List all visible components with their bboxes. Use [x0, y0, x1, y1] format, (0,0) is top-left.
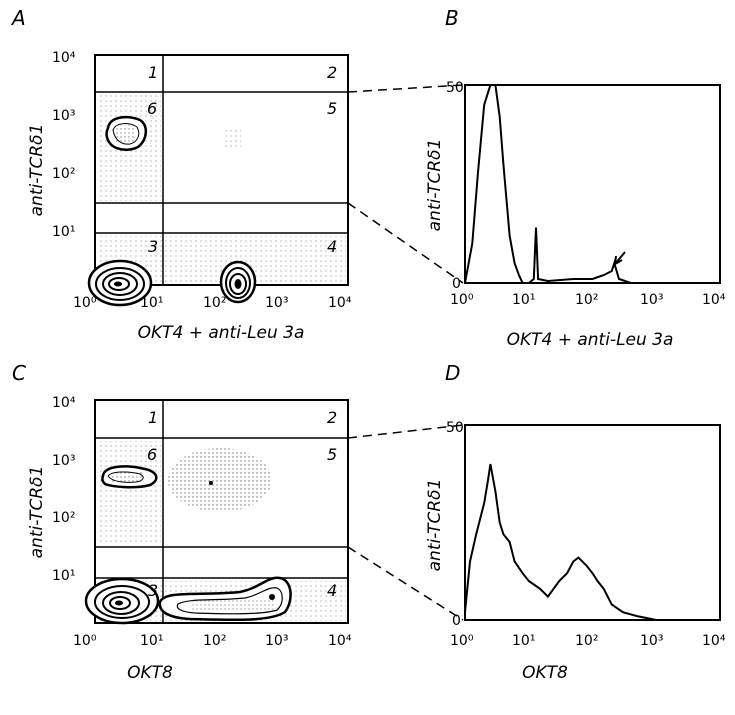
x-tick-label: 10⁴	[328, 295, 352, 311]
x-tick-label: 10¹	[140, 633, 163, 649]
x-tick-label: 10²	[203, 295, 226, 311]
connector-line	[347, 202, 464, 284]
x-tick-label: 10⁰	[450, 292, 474, 308]
connector-line	[347, 424, 464, 439]
x-axis-title: OKT8	[522, 663, 568, 683]
population-contour	[87, 259, 153, 307]
y-tick-label: 10⁴	[52, 395, 76, 411]
x-tick-label: 10⁴	[328, 633, 352, 649]
y-axis-title: anti-TCRδ1	[27, 124, 47, 217]
x-tick-label: 10²	[203, 633, 226, 649]
x-tick-label: 10⁴	[702, 633, 726, 649]
region-label: 6	[147, 445, 157, 464]
y-tick-label: 50	[446, 420, 464, 436]
region-label: 4	[327, 581, 337, 600]
region-label: 5	[327, 445, 337, 464]
region-label: 3	[148, 237, 158, 256]
scatter-dots	[225, 130, 241, 150]
y-tick-label: 10³	[52, 453, 75, 469]
panel-b: B 50 0 10⁰ 10¹ 10² 10³ 10⁴ OKT4 + anti-L…	[425, 6, 726, 350]
x-tick-label: 10³	[265, 633, 288, 649]
region-label: 5	[327, 99, 337, 118]
x-tick-label: 10²	[575, 633, 598, 649]
population-contour	[105, 115, 147, 151]
panel-letter: C	[12, 361, 26, 385]
panel-d: D 50 0 10⁰ 10¹ 10² 10³ 10⁴ OKT8 anti-TCR…	[425, 361, 726, 683]
y-tick-label: 10²	[52, 166, 75, 182]
scatter-dots	[97, 441, 161, 545]
population-contour	[101, 465, 158, 489]
panel-a: A 1	[10, 6, 352, 343]
x-tick-label: 10³	[640, 292, 663, 308]
population-contour	[219, 260, 257, 304]
arrow-icon	[614, 251, 626, 265]
scatter-dots	[168, 448, 272, 512]
x-tick-label: 10⁰	[450, 633, 474, 649]
panel-letter: B	[445, 6, 459, 30]
y-axis-title: anti-TCRδ1	[425, 139, 445, 232]
plot-frame	[94, 399, 349, 624]
panel-letter: D	[445, 361, 460, 385]
y-tick-label: 0	[452, 613, 461, 629]
x-tick-label: 10⁰	[73, 633, 97, 649]
x-axis-title: OKT4 + anti-Leu 3a	[507, 330, 674, 350]
connector-line	[347, 546, 464, 621]
x-tick-label: 10¹	[512, 292, 535, 308]
y-axis-title: anti-TCRδ1	[27, 466, 47, 559]
x-tick-label: 10¹	[512, 633, 535, 649]
scatter-dots	[209, 481, 213, 485]
y-tick-label: 10⁴	[52, 50, 76, 66]
y-axis-title: anti-TCRδ1	[425, 479, 445, 572]
x-tick-label: 10⁴	[702, 292, 726, 308]
region-label: 6	[147, 99, 157, 118]
region-label: 1	[148, 63, 158, 82]
population-contour	[158, 576, 292, 622]
region-label: 3	[148, 581, 158, 600]
region-label: 2	[327, 63, 337, 82]
histogram-line	[464, 84, 720, 284]
plot-frame	[464, 424, 721, 621]
panel-c: C 1	[12, 361, 352, 683]
x-tick-label: 10³	[640, 633, 663, 649]
panel-letter: A	[10, 6, 26, 30]
y-tick-label: 10²	[52, 510, 75, 526]
y-tick-label: 10³	[52, 108, 75, 124]
region-label: 2	[327, 408, 337, 427]
x-axis-title: OKT8	[127, 663, 173, 683]
plot-frame	[464, 84, 721, 284]
x-tick-label: 10¹	[140, 295, 163, 311]
x-tick-label: 10⁰	[73, 295, 97, 311]
x-axis-title: OKT4 + anti-Leu 3a	[138, 323, 305, 343]
y-tick-label: 0	[452, 276, 461, 292]
y-tick-label: 10¹	[52, 224, 75, 240]
region-label: 4	[327, 237, 337, 256]
x-tick-label: 10²	[575, 292, 598, 308]
population-contour	[84, 577, 160, 625]
connector-line	[347, 84, 464, 93]
y-tick-label: 50	[446, 80, 464, 96]
y-tick-label: 10¹	[52, 568, 75, 584]
x-tick-label: 10³	[265, 295, 288, 311]
histogram-line	[464, 463, 720, 621]
region-label: 1	[148, 408, 158, 427]
